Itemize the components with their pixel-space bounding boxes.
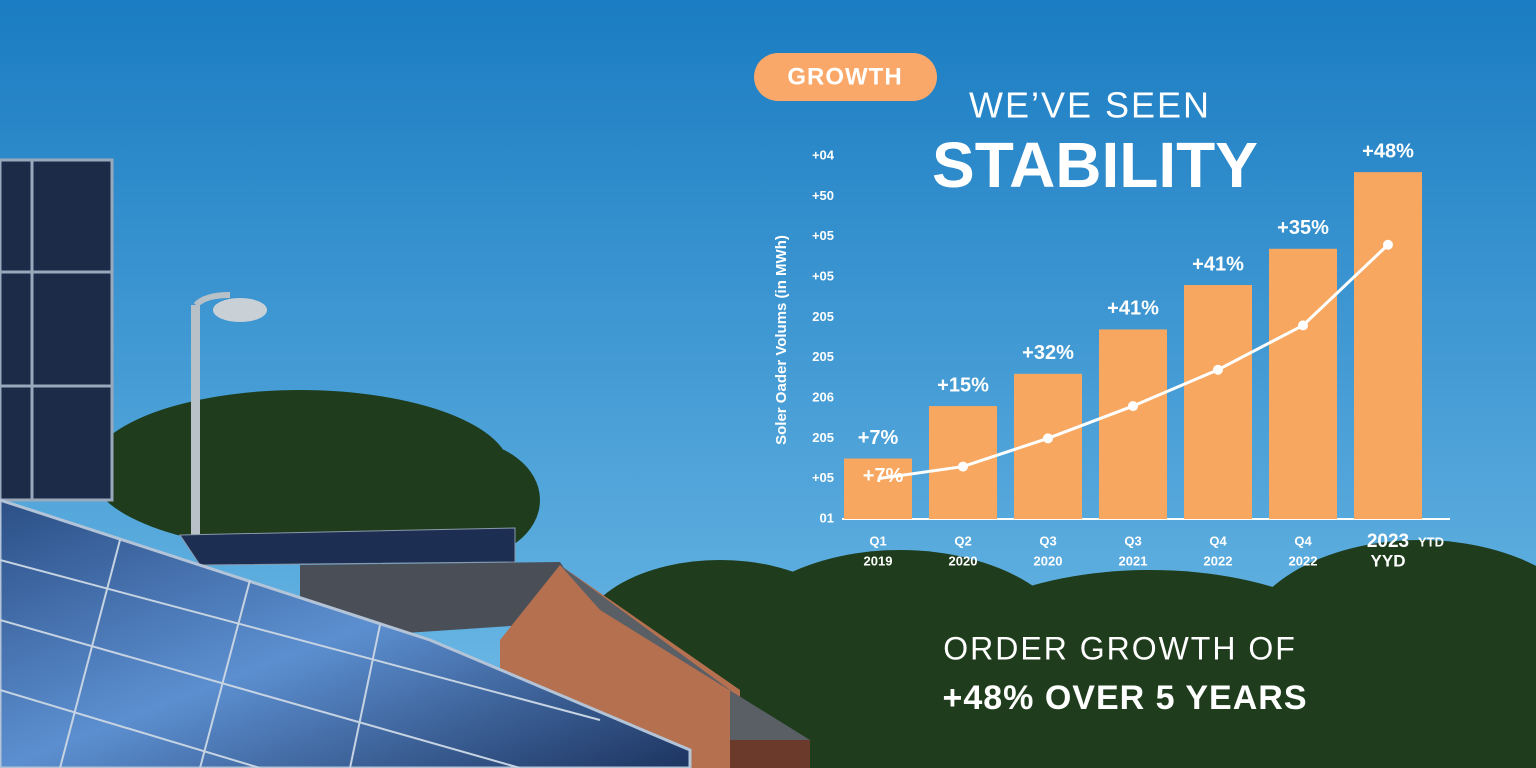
x-tick-sublabel: YYD — [1371, 551, 1406, 570]
bar-annotation: +32% — [1022, 342, 1074, 364]
x-tick-label: Q3 — [1039, 533, 1056, 548]
bar — [1354, 172, 1422, 519]
badge — [754, 53, 937, 101]
bar — [1184, 285, 1252, 519]
x-tick-sublabel: 2019 — [864, 553, 893, 568]
y-tick-label: 01 — [820, 510, 834, 525]
street-lamp — [191, 292, 267, 545]
bar — [844, 458, 912, 519]
y-tick-label: +05 — [812, 470, 834, 485]
y-tick-label: 206 — [812, 389, 834, 404]
x-tick-label: Q3 — [1124, 533, 1141, 548]
bar-annotation: +48% — [1362, 140, 1414, 162]
y-tick-label: 205 — [812, 430, 834, 445]
chart-title: STABILITY — [932, 129, 1258, 201]
x-tick-sublabel: 2021 — [1119, 553, 1148, 568]
x-tick-label: Q2 — [954, 533, 971, 548]
bar-annotation: +7% — [858, 427, 899, 449]
footer-bottom: +48% OVER 5 YEARS — [942, 679, 1307, 717]
bar-annotation: +41% — [1192, 253, 1244, 275]
bar — [1269, 248, 1337, 519]
y-tick-label: 205 — [812, 349, 834, 364]
x-tick-sublabel: 2022 — [1204, 553, 1233, 568]
x-tick-note: YTD — [1418, 534, 1444, 549]
back-panels — [179, 527, 516, 566]
bar — [1099, 329, 1167, 519]
footer-top: ORDER GROWTH OF — [943, 630, 1297, 666]
line-point — [1298, 320, 1308, 331]
line-point — [1383, 239, 1393, 250]
y-tick-label: +04 — [812, 147, 835, 162]
x-tick-sublabel: 2022 — [1289, 553, 1318, 568]
y-axis-label: Soler Oader Volums (in MWh) — [773, 235, 790, 445]
badge-text: GROWTH — [787, 63, 902, 90]
x-tick-label: Q1 — [869, 533, 886, 548]
bar-annotation: +41% — [1107, 298, 1159, 320]
line-point — [958, 461, 968, 472]
line-annotation: +7% — [863, 465, 904, 487]
line-point — [1128, 401, 1138, 412]
x-tick-label: 2023 — [1367, 531, 1409, 552]
bar-annotation: +35% — [1277, 217, 1329, 239]
y-tick-label: +05 — [812, 268, 834, 283]
roof-panels — [0, 498, 692, 768]
x-tick-label: Q4 — [1294, 533, 1312, 548]
bar-annotation: +15% — [937, 374, 989, 396]
y-tick-label: +50 — [812, 188, 834, 203]
title-top: WE’VE SEEN — [969, 85, 1211, 126]
x-tick-sublabel: 2020 — [1034, 553, 1063, 568]
x-tick-sublabel: 2020 — [949, 553, 978, 568]
x-tick-label: Q4 — [1209, 533, 1227, 548]
line-point — [1043, 433, 1053, 444]
line-point — [1213, 364, 1223, 375]
y-tick-label: 205 — [812, 309, 834, 324]
roof-panel-lines — [0, 539, 601, 768]
standing-panels — [0, 158, 114, 502]
y-tick-label: +05 — [812, 228, 834, 243]
